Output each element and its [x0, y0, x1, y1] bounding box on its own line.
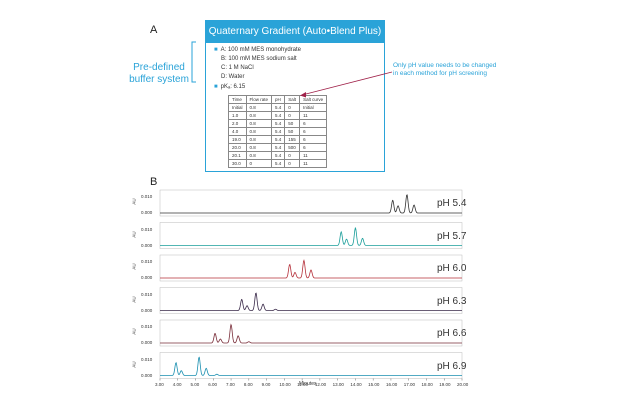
trace-line: [160, 323, 462, 344]
trace-line: [160, 194, 462, 214]
y-tick-label: 0.000: [141, 307, 153, 313]
buffer-c: C: 1 M NaCl: [221, 65, 254, 71]
series-label: pH 6.3: [437, 295, 467, 307]
table-cell: 5.4: [271, 159, 286, 168]
series-label: pH 6.9: [437, 360, 467, 372]
trace-frame: [159, 222, 463, 249]
x-tick-label: 16.00: [385, 381, 398, 387]
y-tick-label: 0.000: [141, 372, 153, 378]
y-tick-label: 0.000: [141, 340, 153, 345]
y-axis-label: AU: [131, 328, 137, 335]
bullet-icon: ■: [214, 84, 218, 90]
x-tick-label: 19.00: [439, 381, 451, 387]
y-axis-label: AU: [131, 198, 137, 205]
trace-frame: [159, 189, 463, 217]
gradient-title: Quaternary Gradient (Auto•Blend Plus): [206, 21, 384, 43]
trace-line: [160, 226, 462, 246]
x-tick-label: 11.00: [297, 381, 309, 387]
buffer-d: D: Water: [221, 74, 245, 80]
x-axis-label: Minutes: [299, 381, 317, 387]
predefined-buffer-label: Pre-defined buffer system: [129, 62, 189, 85]
y-tick-label: 0.010: [141, 226, 153, 232]
pka-value: ■ pKₐ: 6.15: [214, 84, 246, 90]
table-header-row: Time Flow rate pH Salt Salt curve: [228, 95, 328, 104]
bullet-icon: ■: [214, 47, 218, 53]
x-tick-label: 7.00: [226, 381, 235, 387]
series-label: pH 5.7: [437, 230, 467, 242]
trace-line: [160, 356, 462, 376]
buffer-a: ■ A: 100 mM MES monohydrate: [214, 47, 301, 53]
y-tick-label: 0.000: [141, 275, 153, 280]
panel-b-letter: B: [150, 176, 158, 188]
x-tick-label: 4.00: [172, 381, 182, 387]
x-tick-label: 15.00: [368, 381, 380, 387]
y-tick-label: 0.000: [141, 210, 153, 215]
buffer-b: B: 100 mM MES sodium salt: [221, 56, 297, 62]
series-label: pH 6.0: [437, 263, 467, 274]
gradient-panel: Quaternary Gradient (Auto•Blend Plus) ■ A…: [205, 20, 385, 172]
x-tick-label: 8.00: [243, 381, 253, 387]
y-tick-label: 0.010: [141, 291, 153, 297]
x-tick-label: 12.00: [314, 381, 327, 387]
arrow-line: [301, 71, 393, 96]
trace-line: [160, 292, 462, 311]
x-tick-label: 5.00: [190, 381, 200, 387]
arrow-head-icon: [300, 92, 306, 98]
trace-line: [160, 259, 462, 279]
y-axis-label: AU: [131, 295, 137, 303]
table-cell: 11: [299, 159, 328, 168]
x-tick-label: 9.00: [261, 381, 271, 387]
trace-frame: [159, 352, 463, 379]
trace-frame: [159, 287, 463, 314]
y-axis-label: AU: [131, 360, 137, 368]
gradient-table: Time Flow rate pH Salt Salt curve Initia…: [228, 95, 328, 168]
series-label: pH 6.6: [437, 328, 467, 339]
x-tick-label: 3.00: [155, 381, 164, 387]
y-axis-label: AU: [131, 263, 137, 270]
bracket-icon: [191, 41, 196, 83]
y-tick-label: 0.000: [141, 242, 153, 248]
trace-frame: [159, 254, 463, 282]
trace-frame: [159, 319, 463, 347]
y-tick-label: 0.010: [141, 194, 153, 199]
x-tick-label: 20.00: [457, 381, 469, 387]
x-tick-label: 14.00: [350, 381, 362, 387]
only-ph-note: Only pH value needs to be changed in eac…: [393, 62, 497, 77]
series-label: pH 5.4: [437, 198, 467, 209]
y-tick-label: 0.010: [141, 356, 153, 362]
table-row: 30.0 0 5.4 0 11: [228, 159, 328, 168]
y-tick-label: 0.010: [141, 324, 153, 329]
y-axis-label: AU: [131, 230, 137, 238]
x-tick-label: 18.00: [421, 381, 433, 387]
x-tick-label: 10.00: [279, 381, 291, 387]
panel-a-letter: A: [150, 24, 158, 36]
y-tick-label: 0.010: [141, 259, 153, 264]
x-tick-label: 17.00: [403, 381, 415, 387]
x-tick-label: 6.00: [208, 381, 218, 387]
x-tick-label: 13.00: [332, 381, 344, 387]
